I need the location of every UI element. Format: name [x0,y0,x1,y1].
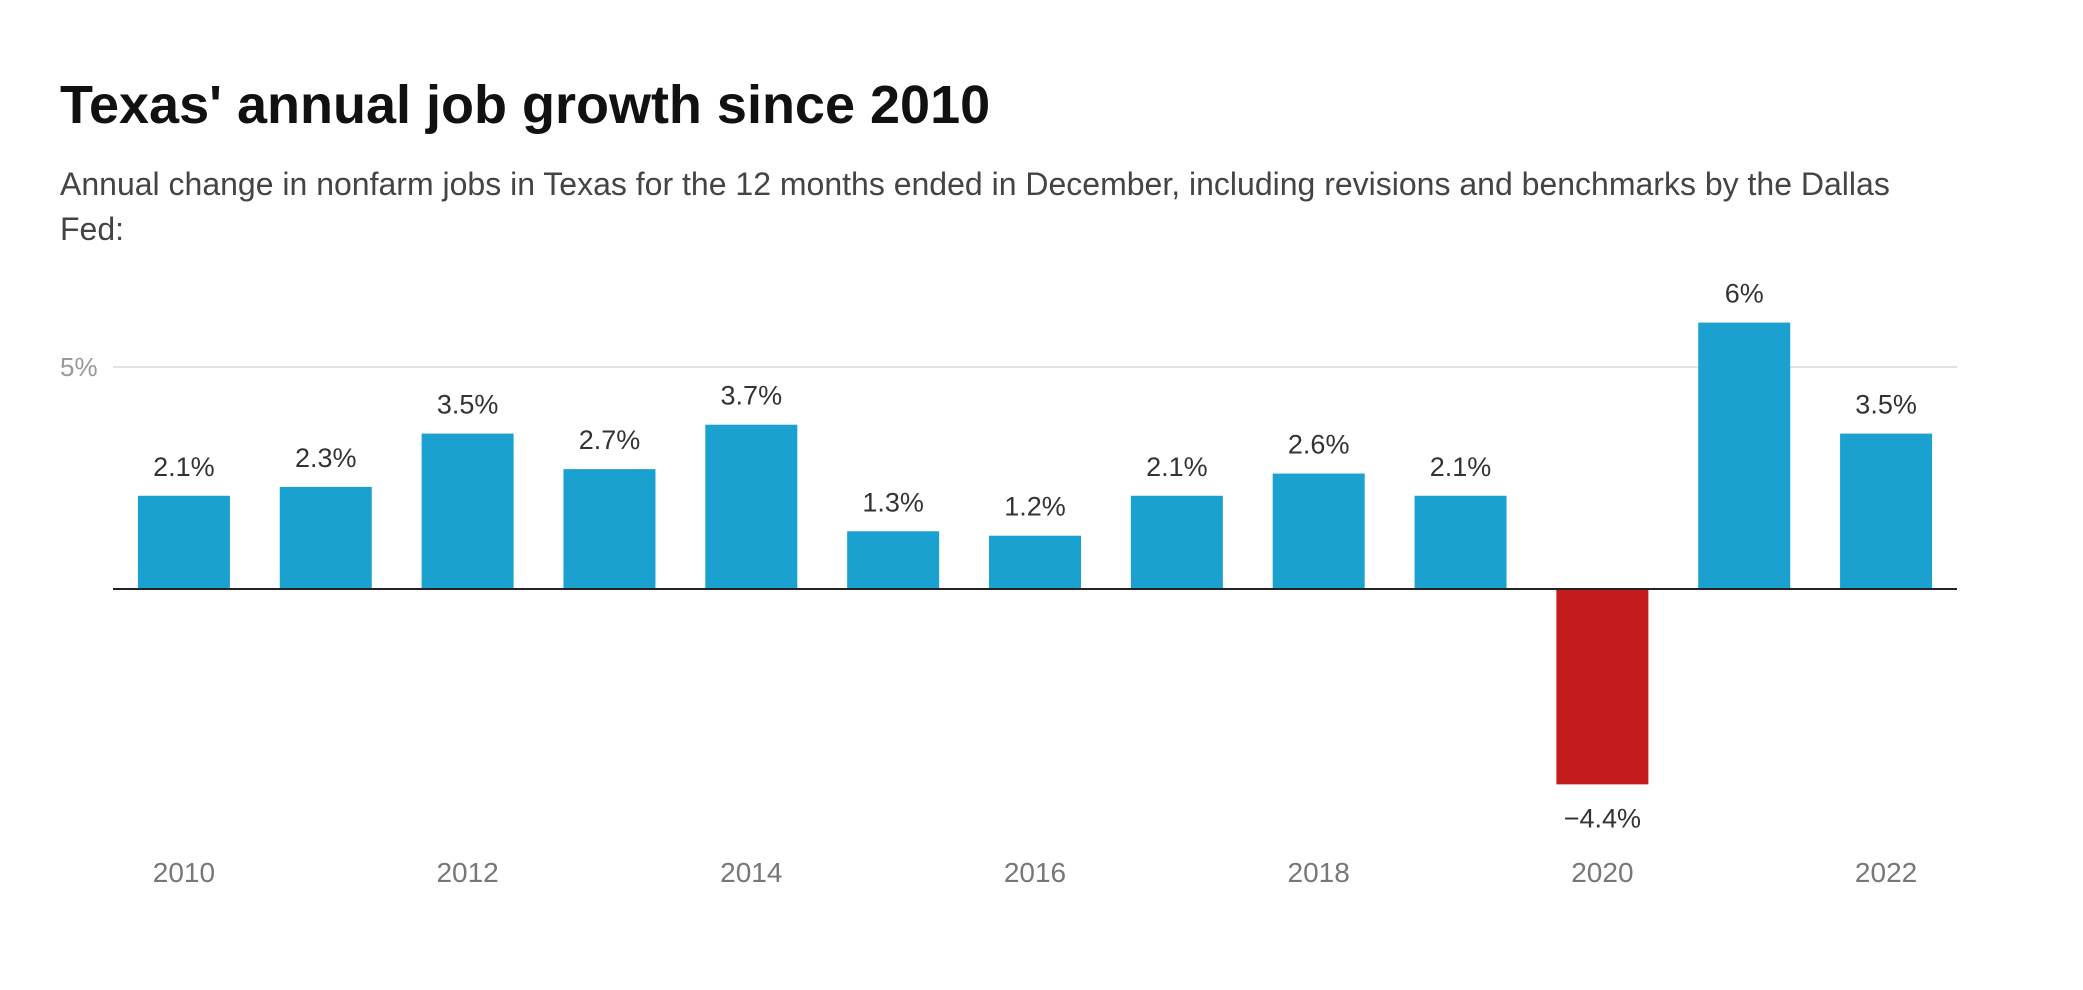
x-tick-label-2018: 2018 [1288,857,1350,888]
bar-2020 [1556,589,1649,785]
bar-2019 [1414,495,1507,589]
data-label-2015: 1.3% [862,487,924,517]
data-label-2011: 2.3% [295,443,357,473]
bar-2022 [1840,433,1933,589]
bar-2018 [1272,473,1365,589]
data-label-2012: 3.5% [437,390,499,420]
data-label-2019: 2.1% [1430,452,1492,482]
data-label-2013: 2.7% [579,425,641,455]
y-tick-label: 5% [60,352,98,382]
bar-2021 [1698,322,1791,589]
bar-2014 [705,424,798,589]
bar-2015 [847,531,940,589]
bar-2011 [279,486,372,589]
x-tick-label-2010: 2010 [153,857,215,888]
data-label-2022: 3.5% [1855,390,1917,420]
bar-2016 [989,535,1081,589]
data-label-2014: 3.7% [721,381,783,411]
chart-subtitle: Annual change in nonfarm jobs in Texas f… [60,166,1890,247]
bars [137,322,1933,785]
x-tick-label-2012: 2012 [436,857,498,888]
data-label-2010: 2.1% [153,452,215,482]
data-label-2020: −4.4% [1564,803,1641,833]
y-axis-ticks: 5% [60,352,98,382]
x-tick-label-2020: 2020 [1571,857,1633,888]
x-tick-label-2016: 2016 [1004,857,1066,888]
x-tick-label-2014: 2014 [720,857,782,888]
bar-2017 [1130,495,1223,589]
bar-2012 [421,433,514,589]
x-tick-label-2022: 2022 [1855,857,1917,888]
data-label-2018: 2.6% [1288,430,1350,460]
data-labels: 2.1% 2.3% 3.5% 2.7% 3.7% 1.3% 1.2% 2.1% 2.6% 2.1%… [153,279,1917,834]
data-label-2017: 2.1% [1146,452,1208,482]
x-axis-ticks: 2010 2012 2014 2016 2018 2020 2022 [153,857,1917,888]
chart-title: Texas' annual job growth since 2010 [60,75,991,135]
bar-2010 [137,495,230,589]
data-label-2016: 1.2% [1004,492,1066,522]
bar-2013 [563,469,656,589]
data-label-2021: 6% [1725,279,1764,309]
